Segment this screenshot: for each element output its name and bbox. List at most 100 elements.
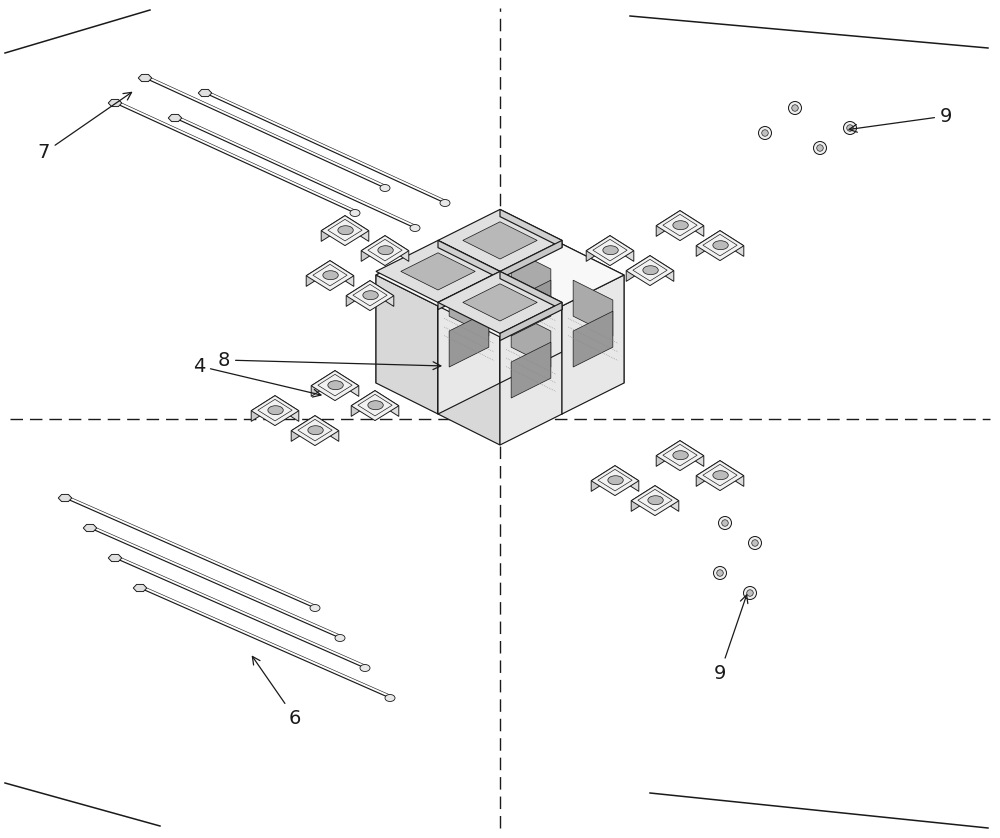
Polygon shape [500, 213, 562, 352]
Circle shape [722, 520, 728, 526]
Polygon shape [591, 466, 615, 491]
Polygon shape [351, 391, 399, 421]
Ellipse shape [440, 199, 450, 206]
Circle shape [762, 130, 768, 137]
Polygon shape [438, 275, 500, 414]
Polygon shape [133, 584, 147, 592]
Polygon shape [720, 461, 744, 486]
Polygon shape [376, 275, 438, 414]
Polygon shape [168, 115, 182, 122]
Text: 6: 6 [252, 656, 301, 727]
Polygon shape [321, 215, 345, 241]
Polygon shape [500, 210, 562, 247]
Polygon shape [610, 235, 634, 261]
Polygon shape [438, 275, 562, 337]
Ellipse shape [308, 426, 323, 435]
Polygon shape [375, 391, 399, 416]
Circle shape [717, 570, 723, 577]
Polygon shape [311, 370, 335, 396]
Polygon shape [438, 213, 562, 275]
Polygon shape [500, 275, 562, 414]
Ellipse shape [648, 496, 663, 504]
Ellipse shape [380, 184, 390, 192]
Polygon shape [335, 370, 359, 396]
Polygon shape [311, 370, 359, 401]
Polygon shape [500, 244, 624, 306]
Ellipse shape [368, 401, 383, 410]
Polygon shape [680, 441, 704, 467]
Text: 8: 8 [218, 350, 441, 370]
Ellipse shape [363, 291, 378, 300]
Polygon shape [108, 100, 122, 106]
Polygon shape [83, 525, 97, 531]
Polygon shape [656, 210, 704, 241]
Polygon shape [345, 215, 369, 241]
Ellipse shape [350, 210, 360, 216]
Polygon shape [500, 241, 562, 278]
Polygon shape [346, 281, 370, 307]
Polygon shape [655, 486, 679, 511]
Polygon shape [321, 215, 369, 246]
Polygon shape [656, 210, 680, 236]
Polygon shape [306, 261, 354, 291]
Polygon shape [251, 396, 299, 426]
Circle shape [759, 127, 772, 139]
Polygon shape [138, 75, 152, 81]
Ellipse shape [673, 451, 688, 460]
Polygon shape [615, 466, 639, 491]
Ellipse shape [385, 695, 395, 701]
Polygon shape [251, 396, 275, 422]
Polygon shape [108, 555, 122, 561]
Polygon shape [680, 210, 704, 236]
Ellipse shape [268, 406, 283, 415]
Ellipse shape [323, 271, 338, 280]
Polygon shape [370, 281, 394, 307]
Circle shape [847, 125, 853, 132]
Polygon shape [438, 210, 562, 272]
Polygon shape [438, 244, 500, 383]
Polygon shape [438, 275, 500, 414]
Ellipse shape [360, 665, 370, 671]
Circle shape [714, 566, 726, 580]
Polygon shape [500, 303, 562, 340]
Polygon shape [562, 275, 624, 414]
Polygon shape [696, 230, 744, 261]
Polygon shape [500, 272, 562, 309]
Polygon shape [511, 342, 551, 398]
Text: 7: 7 [38, 92, 132, 163]
Polygon shape [376, 244, 500, 306]
Polygon shape [656, 441, 680, 467]
Polygon shape [438, 241, 500, 278]
Circle shape [788, 101, 802, 115]
Polygon shape [696, 461, 720, 486]
Polygon shape [315, 416, 339, 442]
Ellipse shape [608, 476, 623, 484]
Polygon shape [449, 280, 489, 336]
Polygon shape [346, 281, 394, 311]
Ellipse shape [713, 241, 728, 250]
Ellipse shape [378, 246, 393, 255]
Polygon shape [463, 222, 537, 259]
Polygon shape [438, 244, 500, 383]
Circle shape [744, 587, 757, 599]
Polygon shape [438, 272, 500, 309]
Polygon shape [376, 241, 500, 303]
Polygon shape [656, 441, 704, 471]
Polygon shape [330, 261, 354, 287]
Text: 9: 9 [849, 106, 952, 132]
Ellipse shape [643, 266, 658, 275]
Text: 4: 4 [193, 356, 321, 397]
Polygon shape [463, 284, 537, 321]
Polygon shape [696, 230, 720, 256]
Polygon shape [438, 213, 500, 352]
Circle shape [844, 122, 856, 135]
Ellipse shape [335, 634, 345, 642]
Polygon shape [361, 235, 385, 261]
Circle shape [747, 590, 753, 597]
Polygon shape [626, 256, 650, 282]
Ellipse shape [328, 380, 343, 390]
Polygon shape [586, 235, 634, 266]
Polygon shape [385, 235, 409, 261]
Polygon shape [500, 244, 562, 383]
Polygon shape [438, 306, 500, 445]
